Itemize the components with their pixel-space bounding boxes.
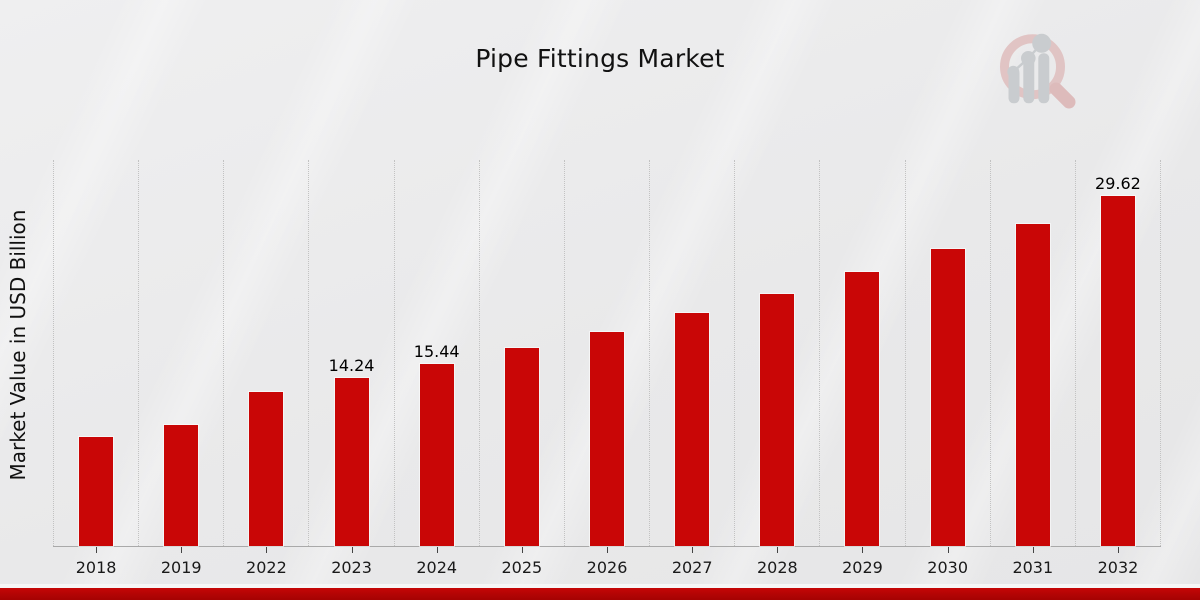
bar-2018 <box>79 437 114 546</box>
x-axis-tick-2024 <box>436 547 438 553</box>
bar-2023 <box>334 378 369 546</box>
bar-2019 <box>164 425 199 546</box>
x-axis-label-2030: 2030 <box>927 558 968 577</box>
x-axis-tick-2019 <box>181 547 183 553</box>
bar-2025 <box>504 348 539 546</box>
x-axis-label-2026: 2026 <box>586 558 628 577</box>
category-cell-2022: 2022 <box>224 160 310 577</box>
category-cell-2025: 2025 <box>480 160 565 577</box>
bar-chart-plot: 2018 2019 2022 14.24 2023 15.44 2024 2025 2026 20… <box>53 160 1162 577</box>
bar-value-label-2024: 15.44 <box>413 342 460 361</box>
x-axis-tick-2031 <box>1032 547 1034 553</box>
x-axis-label-2019: 2019 <box>160 558 202 577</box>
x-axis-tick-2030 <box>947 547 949 553</box>
bar-2030 <box>930 249 965 546</box>
category-cell-2027: 2027 <box>650 160 736 577</box>
x-axis-tick-2026 <box>607 547 609 553</box>
bar-value-label-2023: 14.24 <box>328 356 375 375</box>
x-axis-label-2024: 2024 <box>416 558 458 577</box>
bar-2031 <box>1015 224 1050 546</box>
x-axis-tick-2028 <box>777 547 779 553</box>
bar-2024 <box>419 364 454 546</box>
x-axis-tick-2032 <box>1117 547 1119 553</box>
category-cell-2032: 29.62 2032 <box>1076 160 1162 577</box>
category-cell-2023: 14.24 2023 <box>309 160 395 577</box>
bar-2028 <box>760 294 795 546</box>
mrfr-logo-watermark <box>1000 33 1076 109</box>
growth-bar-chart-icon <box>1007 33 1052 104</box>
x-axis-label-2028: 2028 <box>756 558 798 577</box>
footer-light-strip <box>0 584 1200 588</box>
bar-2029 <box>845 272 880 546</box>
x-axis-tick-2018 <box>96 547 98 553</box>
bar-2022 <box>249 392 284 546</box>
category-cell-2029: 2029 <box>820 160 906 577</box>
bar-value-label-2032: 29.62 <box>1095 174 1141 193</box>
x-axis-tick-2025 <box>521 547 523 553</box>
x-axis-tick-2022 <box>266 547 268 553</box>
x-axis-label-2023: 2023 <box>331 558 372 577</box>
x-axis-label-2018: 2018 <box>75 558 117 577</box>
category-cell-2031: 2031 <box>991 160 1076 577</box>
x-axis-tick-2029 <box>862 547 864 553</box>
category-cell-2019: 2019 <box>139 160 225 577</box>
category-cell-2028: 2028 <box>735 160 821 577</box>
x-axis-label-2025: 2025 <box>501 558 543 577</box>
category-cell-2024: 15.44 2024 <box>395 160 480 577</box>
x-axis-label-2029: 2029 <box>842 558 883 577</box>
x-axis-label-2032: 2032 <box>1097 558 1139 577</box>
x-axis-label-2027: 2027 <box>671 558 713 577</box>
bar-2026 <box>590 332 625 546</box>
category-cell-2030: 2030 <box>906 160 991 577</box>
category-cell-2026: 2026 <box>565 160 651 577</box>
bar-2032 <box>1100 196 1135 546</box>
footer-accent-bar <box>0 588 1200 600</box>
bar-2027 <box>675 313 710 546</box>
page-title: Pipe Fittings Market <box>475 44 725 73</box>
x-axis-tick-2027 <box>692 547 694 553</box>
x-axis-tick-2023 <box>351 547 353 553</box>
x-axis-label-2022: 2022 <box>246 558 287 577</box>
y-axis-label: Market Value in USD Billion <box>6 209 30 481</box>
category-cell-2018: 2018 <box>53 160 140 577</box>
x-axis-label-2031: 2031 <box>1012 558 1054 577</box>
